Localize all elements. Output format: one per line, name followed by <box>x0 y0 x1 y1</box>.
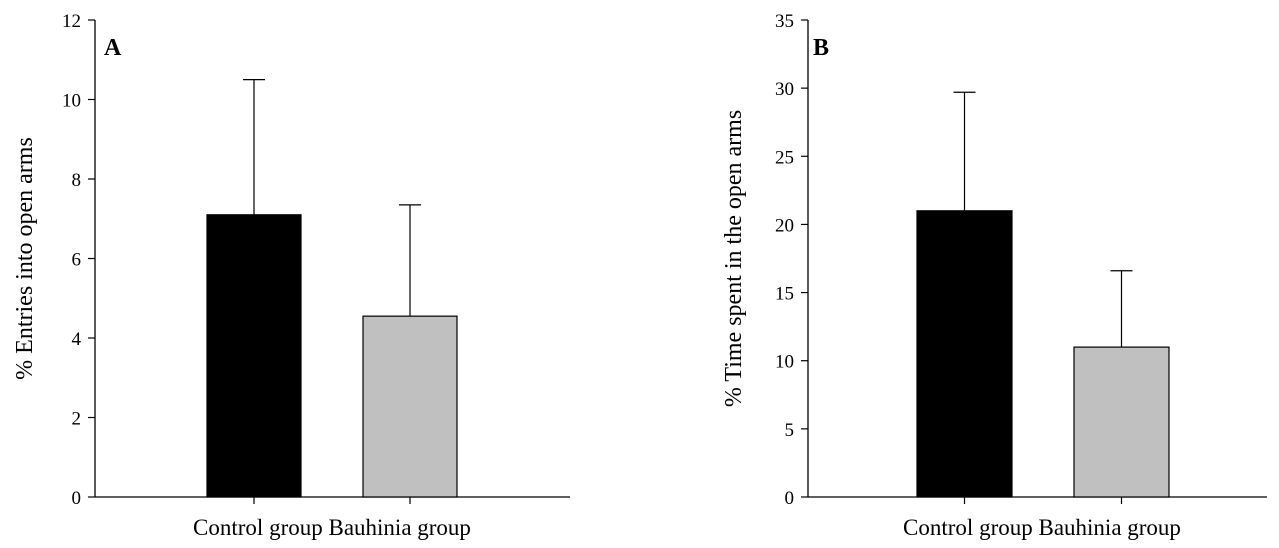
y-tick-label: 0 <box>785 488 795 509</box>
chart-panel-b: 0 5 10 15 20 25 30 35 % Time spent in the open a… <box>721 11 1267 540</box>
y-tick-label: 8 <box>72 170 82 191</box>
y-tick-label: 35 <box>775 11 794 32</box>
y-tick-label: 5 <box>785 420 795 441</box>
y-tick-label: 0 <box>72 488 82 509</box>
y-tick-label: 4 <box>72 329 82 350</box>
y-tick-label: 12 <box>62 11 81 32</box>
y-tick-label: 15 <box>775 284 794 305</box>
bar <box>1073 346 1170 498</box>
y-tick-label: 30 <box>775 79 794 100</box>
y-axis-title: % Entries into open arms <box>12 137 38 380</box>
bar <box>206 214 302 498</box>
chart-panel-a: 0 2 4 6 8 10 12 % Entries into open arms Control… <box>12 11 570 540</box>
category-labels: Control group Bauhinia group <box>193 515 471 540</box>
category-labels: Control group Bauhinia group <box>903 515 1181 540</box>
bar <box>916 210 1013 498</box>
y-tick-label: 2 <box>72 409 82 430</box>
y-tick-label: 10 <box>62 91 81 112</box>
panel-label: A <box>104 35 122 61</box>
y-tick-label: 6 <box>72 250 82 271</box>
y-tick-label: 10 <box>775 352 794 373</box>
y-tick-label: 25 <box>775 147 794 168</box>
bar <box>362 315 458 498</box>
panel-label: B <box>813 35 829 61</box>
y-axis-title: % Time spent in the open arms <box>721 110 747 407</box>
y-tick-label: 20 <box>775 215 794 236</box>
